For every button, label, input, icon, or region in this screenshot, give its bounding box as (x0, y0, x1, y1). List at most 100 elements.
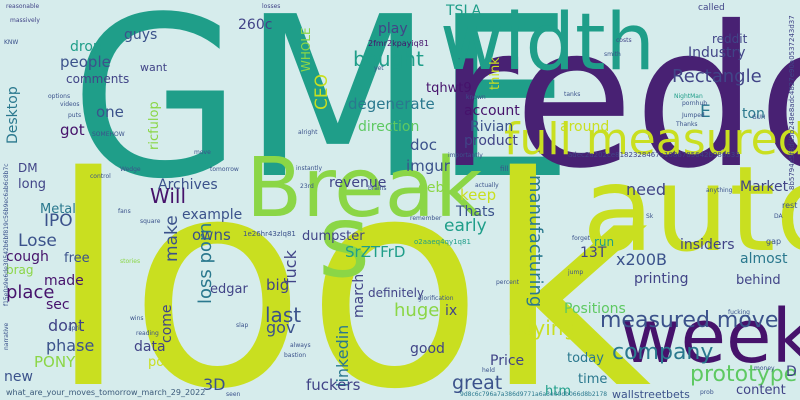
word-control: control (90, 173, 111, 180)
word-direction: direction (358, 119, 420, 135)
word-prob: prob (700, 389, 714, 396)
word-comments: comments (66, 72, 130, 86)
word-sec: sec (46, 297, 70, 313)
word-measured-move: measured move (600, 308, 779, 333)
word-product: product (464, 133, 518, 149)
word-e: E (700, 102, 711, 122)
word-break: Break (246, 141, 483, 236)
word-square: square (140, 218, 161, 225)
word-look: look (48, 116, 652, 400)
word-degenerate: degenerate (348, 95, 435, 113)
word-fucking: fucking (728, 309, 750, 316)
word-company: company (612, 340, 714, 365)
word-ricfulop: ricfulop (147, 101, 162, 150)
word-glorification: glorification (418, 295, 454, 302)
word-buying: buying (508, 316, 577, 340)
word-whole: WHOLE (299, 27, 313, 72)
word-long: long (18, 177, 47, 192)
word-will: Will (150, 184, 187, 208)
word-sk: Sk (646, 213, 654, 220)
word-3d: 3D (203, 375, 226, 394)
word-archives: Archives (158, 177, 218, 193)
word-instantly: instantly (296, 165, 322, 172)
word-bought: bought (353, 47, 424, 71)
word-gme: GME (70, 0, 574, 228)
word-desktop: Desktop (5, 86, 21, 144)
word-stories: stories (120, 258, 141, 265)
word-reading: reading (136, 330, 159, 337)
word-wedge: Wedge (120, 166, 141, 173)
word-today: today (567, 351, 604, 366)
word-huge: huge (394, 300, 440, 321)
word-fill: fill (500, 165, 509, 173)
word-somehow: SOMEHOW (92, 131, 125, 138)
word-bastion: bastion (284, 352, 307, 359)
word-rest: rest (782, 201, 798, 210)
word-tomorrow: tomorrow (210, 166, 239, 173)
word-time: time (578, 372, 608, 387)
word-positions: Positions (564, 301, 626, 317)
word-puts: puts (68, 112, 82, 119)
word-place: place (6, 282, 55, 303)
word-costs: costs (616, 37, 632, 44)
word-account: account (464, 103, 520, 119)
word-want: want (140, 61, 168, 74)
word-da: DA (774, 213, 783, 220)
word-smith: smith (604, 51, 621, 58)
word-prototype: prototype (690, 362, 798, 387)
word-run: run (594, 235, 615, 249)
word-23rd: 23rd (300, 183, 314, 190)
word-pony: PONY (34, 353, 76, 371)
word-brag: brag (6, 263, 34, 277)
word-hash-2: 8b5794e5f8dd5b248e8adc4827e90a0537243d37 (788, 15, 796, 190)
word-nightman: NightMan (674, 93, 703, 100)
word-wins: wins (130, 315, 144, 322)
word-massively: massively (10, 17, 40, 24)
word-money: money (754, 365, 775, 372)
word-new: new (4, 369, 33, 385)
word-gap: gap (766, 237, 782, 246)
word-good: good (410, 341, 445, 357)
word-held: held (482, 367, 495, 374)
word-yet: yet (374, 65, 384, 72)
word-ix: ix (445, 303, 458, 319)
word-ton: ton (742, 106, 765, 122)
word-percent: percent (496, 279, 519, 286)
word-tsla: TSLA (446, 3, 482, 19)
word-slap: slap (236, 322, 249, 329)
word-great: great (452, 372, 503, 394)
word-thanks: Thanks (676, 121, 698, 128)
word-content: content (736, 383, 786, 398)
word-always: always (290, 342, 311, 349)
word-dumpster: dumpster (302, 229, 365, 244)
word-losses: losses (262, 3, 281, 10)
word-anything: anything (706, 187, 733, 194)
word-tqhwt9: tqhwt9 (426, 81, 472, 96)
word-behind: behind (736, 273, 781, 288)
word-fans: fans (118, 208, 131, 215)
word-videos: videos (60, 101, 80, 108)
word-seen: seen (226, 391, 241, 398)
word-almost: almost (740, 251, 788, 267)
word-fuckers: fuckers (306, 376, 361, 394)
word-edgar: edgar (210, 282, 248, 297)
word-token-o2aa: o2aaeq4qy1q81 (414, 238, 471, 246)
word-one: one (96, 103, 124, 121)
word-remember: remember (410, 215, 442, 222)
word-hash-4: f15e0a9e6de30542b6bf819c56b9ec6ab6c8b7c (3, 163, 10, 306)
word-options: options (48, 93, 71, 100)
word-dont: dont (48, 316, 85, 335)
word-token-1e26: 1e26hr43zlq81 (243, 230, 296, 238)
word-wallstreetbets: wallstreetbets (612, 388, 690, 400)
word-gov: gov (266, 318, 296, 337)
word-think: think (488, 57, 503, 90)
word-ipo: IPO (44, 211, 73, 231)
word-rivian: Rivian (470, 119, 514, 135)
word-narrative: narrative (3, 322, 10, 350)
word-thats: Thats (456, 204, 495, 220)
word-march: march (351, 273, 367, 318)
word-hash-3: 9d8c6c796a7a386d9771a6a3e00db066d8b2178 (460, 391, 608, 398)
word-guh: GUH (752, 114, 766, 121)
word-phase: phase (46, 336, 95, 355)
word-revenue: revenue (329, 175, 387, 191)
